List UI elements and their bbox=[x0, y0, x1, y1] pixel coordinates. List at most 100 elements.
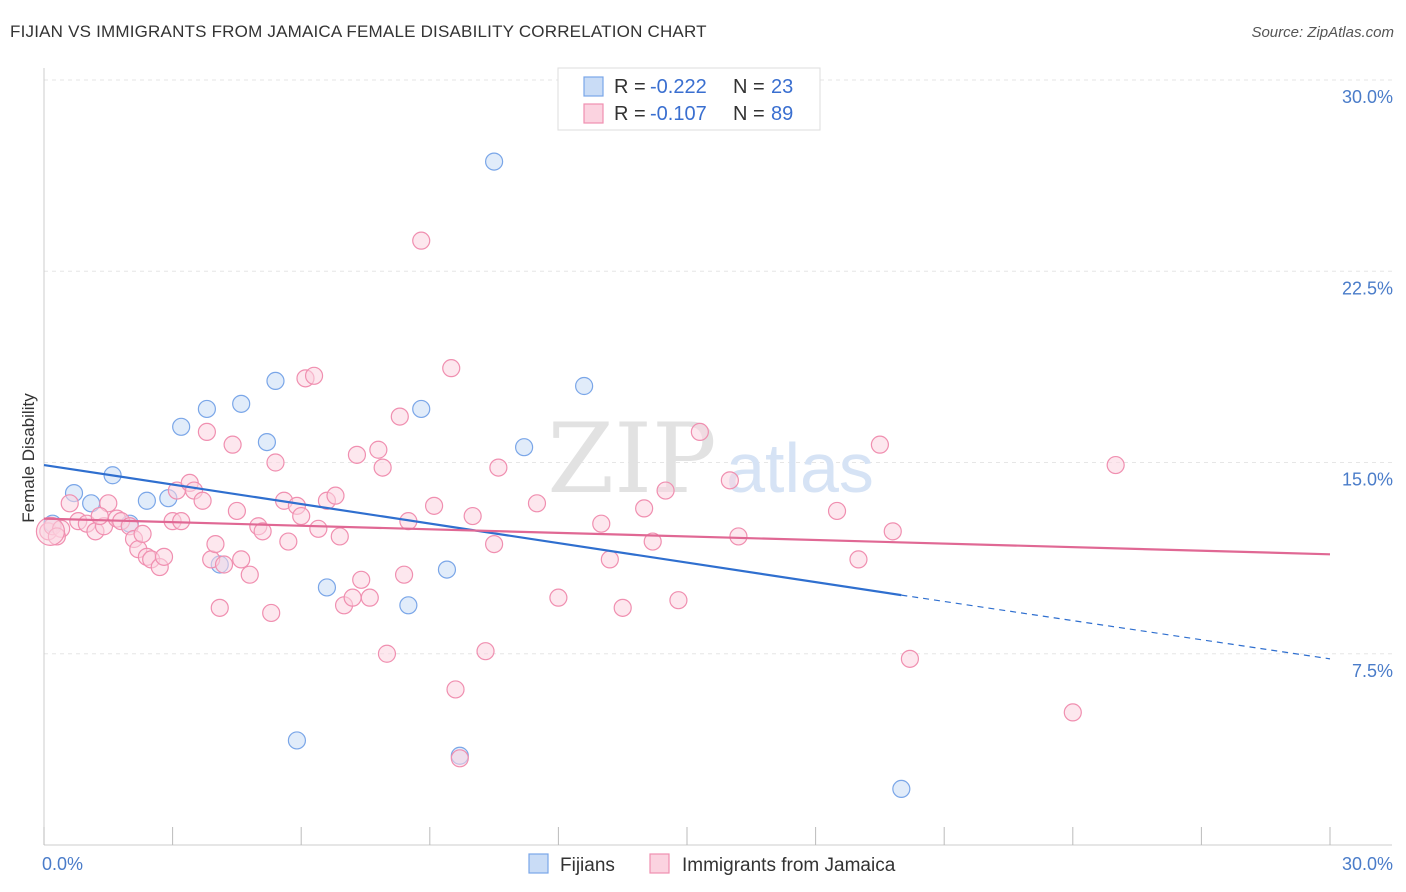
point-0-21 bbox=[575, 376, 594, 396]
y-tick-label-2: 22.5% bbox=[1342, 278, 1393, 298]
point-1-60 bbox=[424, 496, 444, 515]
point-1-49 bbox=[343, 588, 362, 607]
point-1-51 bbox=[352, 570, 371, 589]
x-tick-label-0: 0.0% bbox=[42, 854, 83, 874]
point-1-78 bbox=[720, 471, 739, 490]
watermark-zip: ZIP bbox=[547, 403, 716, 515]
point-0-13 bbox=[287, 731, 307, 750]
bottom-legend-label-fijians: Fijians bbox=[560, 855, 615, 876]
point-0-16 bbox=[412, 399, 431, 419]
point-1-8 bbox=[99, 494, 118, 513]
point-1-35 bbox=[253, 522, 272, 541]
point-1-14 bbox=[133, 524, 152, 544]
point-1-67 bbox=[489, 458, 508, 477]
point-1-80 bbox=[827, 501, 847, 521]
legend-n-value-1: 89 bbox=[771, 103, 793, 125]
point-1-28 bbox=[210, 598, 229, 617]
point-0-22 bbox=[892, 779, 911, 799]
point-1-31 bbox=[227, 501, 246, 521]
point-1-57 bbox=[394, 565, 414, 584]
point-1-46 bbox=[326, 486, 345, 505]
point-0-12 bbox=[266, 371, 285, 390]
legend-n-label-1: N = bbox=[733, 103, 765, 125]
y-tick-label-1: 15.0% bbox=[1342, 470, 1393, 490]
trend-lines bbox=[43, 463, 1331, 660]
point-1-84 bbox=[900, 649, 920, 668]
point-1-36 bbox=[262, 603, 281, 623]
point-0-10 bbox=[232, 394, 251, 413]
point-1-65 bbox=[476, 642, 495, 661]
legend-swatch-fijians bbox=[583, 76, 604, 97]
point-1-81 bbox=[849, 550, 868, 569]
point-1-50 bbox=[347, 445, 367, 464]
point-0-7 bbox=[172, 417, 191, 436]
point-1-56 bbox=[390, 407, 409, 426]
point-1-83 bbox=[883, 522, 902, 541]
point-1-72 bbox=[613, 598, 632, 617]
point-0-11 bbox=[257, 433, 277, 452]
legend-r-value-1: -0.107 bbox=[650, 103, 707, 125]
point-1-30 bbox=[223, 435, 242, 454]
data-points bbox=[35, 152, 1125, 799]
point-1-37 bbox=[266, 453, 285, 472]
point-1-63 bbox=[450, 749, 469, 768]
legend-swatch-jamaica bbox=[583, 103, 604, 124]
trend-line-1 bbox=[43, 517, 1331, 556]
point-1-24 bbox=[193, 491, 212, 510]
point-0-20 bbox=[515, 438, 534, 457]
legend-r-label-1: R = bbox=[614, 103, 646, 125]
point-1-88 bbox=[90, 506, 109, 526]
point-1-47 bbox=[330, 527, 349, 546]
point-1-77 bbox=[690, 422, 709, 441]
point-1-25 bbox=[197, 422, 216, 441]
y-tick-label-3: 30.0% bbox=[1342, 87, 1393, 107]
point-1-64 bbox=[463, 506, 482, 526]
watermark: ZIP atlas bbox=[547, 403, 874, 515]
point-0-5 bbox=[137, 491, 156, 510]
y-axis-title: Female Disability bbox=[19, 393, 38, 523]
point-1-52 bbox=[360, 588, 379, 607]
point-1-66 bbox=[485, 534, 504, 554]
point-1-86 bbox=[1106, 455, 1125, 475]
point-0-15 bbox=[399, 596, 418, 615]
watermark-atlas: atlas bbox=[726, 429, 874, 507]
point-0-17 bbox=[437, 560, 457, 579]
point-1-33 bbox=[240, 565, 259, 584]
point-0-19 bbox=[485, 152, 504, 171]
stats-legend: R = -0.222 N = 23 R = -0.107 N = 89 bbox=[557, 67, 821, 131]
point-1-62 bbox=[446, 680, 465, 699]
point-1-18 bbox=[154, 547, 174, 566]
point-1-61 bbox=[442, 359, 461, 378]
point-1-76 bbox=[669, 591, 688, 610]
point-1-73 bbox=[635, 499, 654, 518]
trend-extension-0 bbox=[901, 594, 1331, 660]
source-label: Source: ZipAtlas.com bbox=[1251, 24, 1394, 41]
point-1-70 bbox=[592, 514, 611, 533]
point-1-55 bbox=[377, 644, 397, 663]
point-0-14 bbox=[317, 578, 337, 597]
point-1-74 bbox=[643, 532, 662, 551]
x-tick-labels: 0.0% 30.0% bbox=[42, 854, 1393, 874]
x-tick-label-1: 30.0% bbox=[1342, 854, 1393, 874]
point-1-59 bbox=[412, 231, 431, 250]
point-1-27 bbox=[206, 534, 225, 554]
series-legend: Fijians Immigrants from Jamaica bbox=[528, 853, 896, 876]
point-1-3 bbox=[60, 494, 79, 513]
axes bbox=[43, 68, 1392, 846]
bottom-legend-swatch-jamaica bbox=[649, 853, 670, 874]
point-1-29 bbox=[214, 555, 234, 574]
bottom-legend-label-jamaica: Immigrants from Jamaica bbox=[682, 855, 896, 876]
legend-r-label-0: R = bbox=[614, 76, 646, 98]
point-1-32 bbox=[232, 550, 251, 569]
y-tick-label-0: 7.5% bbox=[1352, 661, 1393, 681]
legend-r-value-0: -0.222 bbox=[650, 76, 707, 98]
point-1-54 bbox=[373, 458, 392, 477]
point-1-75 bbox=[656, 481, 675, 500]
point-1-53 bbox=[369, 440, 388, 459]
point-1-44 bbox=[309, 519, 328, 538]
legend-n-value-0: 23 bbox=[771, 76, 793, 98]
legend-n-label-0: N = bbox=[733, 76, 765, 98]
point-1-85 bbox=[1063, 703, 1082, 722]
chart-title: FIJIAN VS IMMIGRANTS FROM JAMAICA FEMALE… bbox=[10, 22, 707, 41]
